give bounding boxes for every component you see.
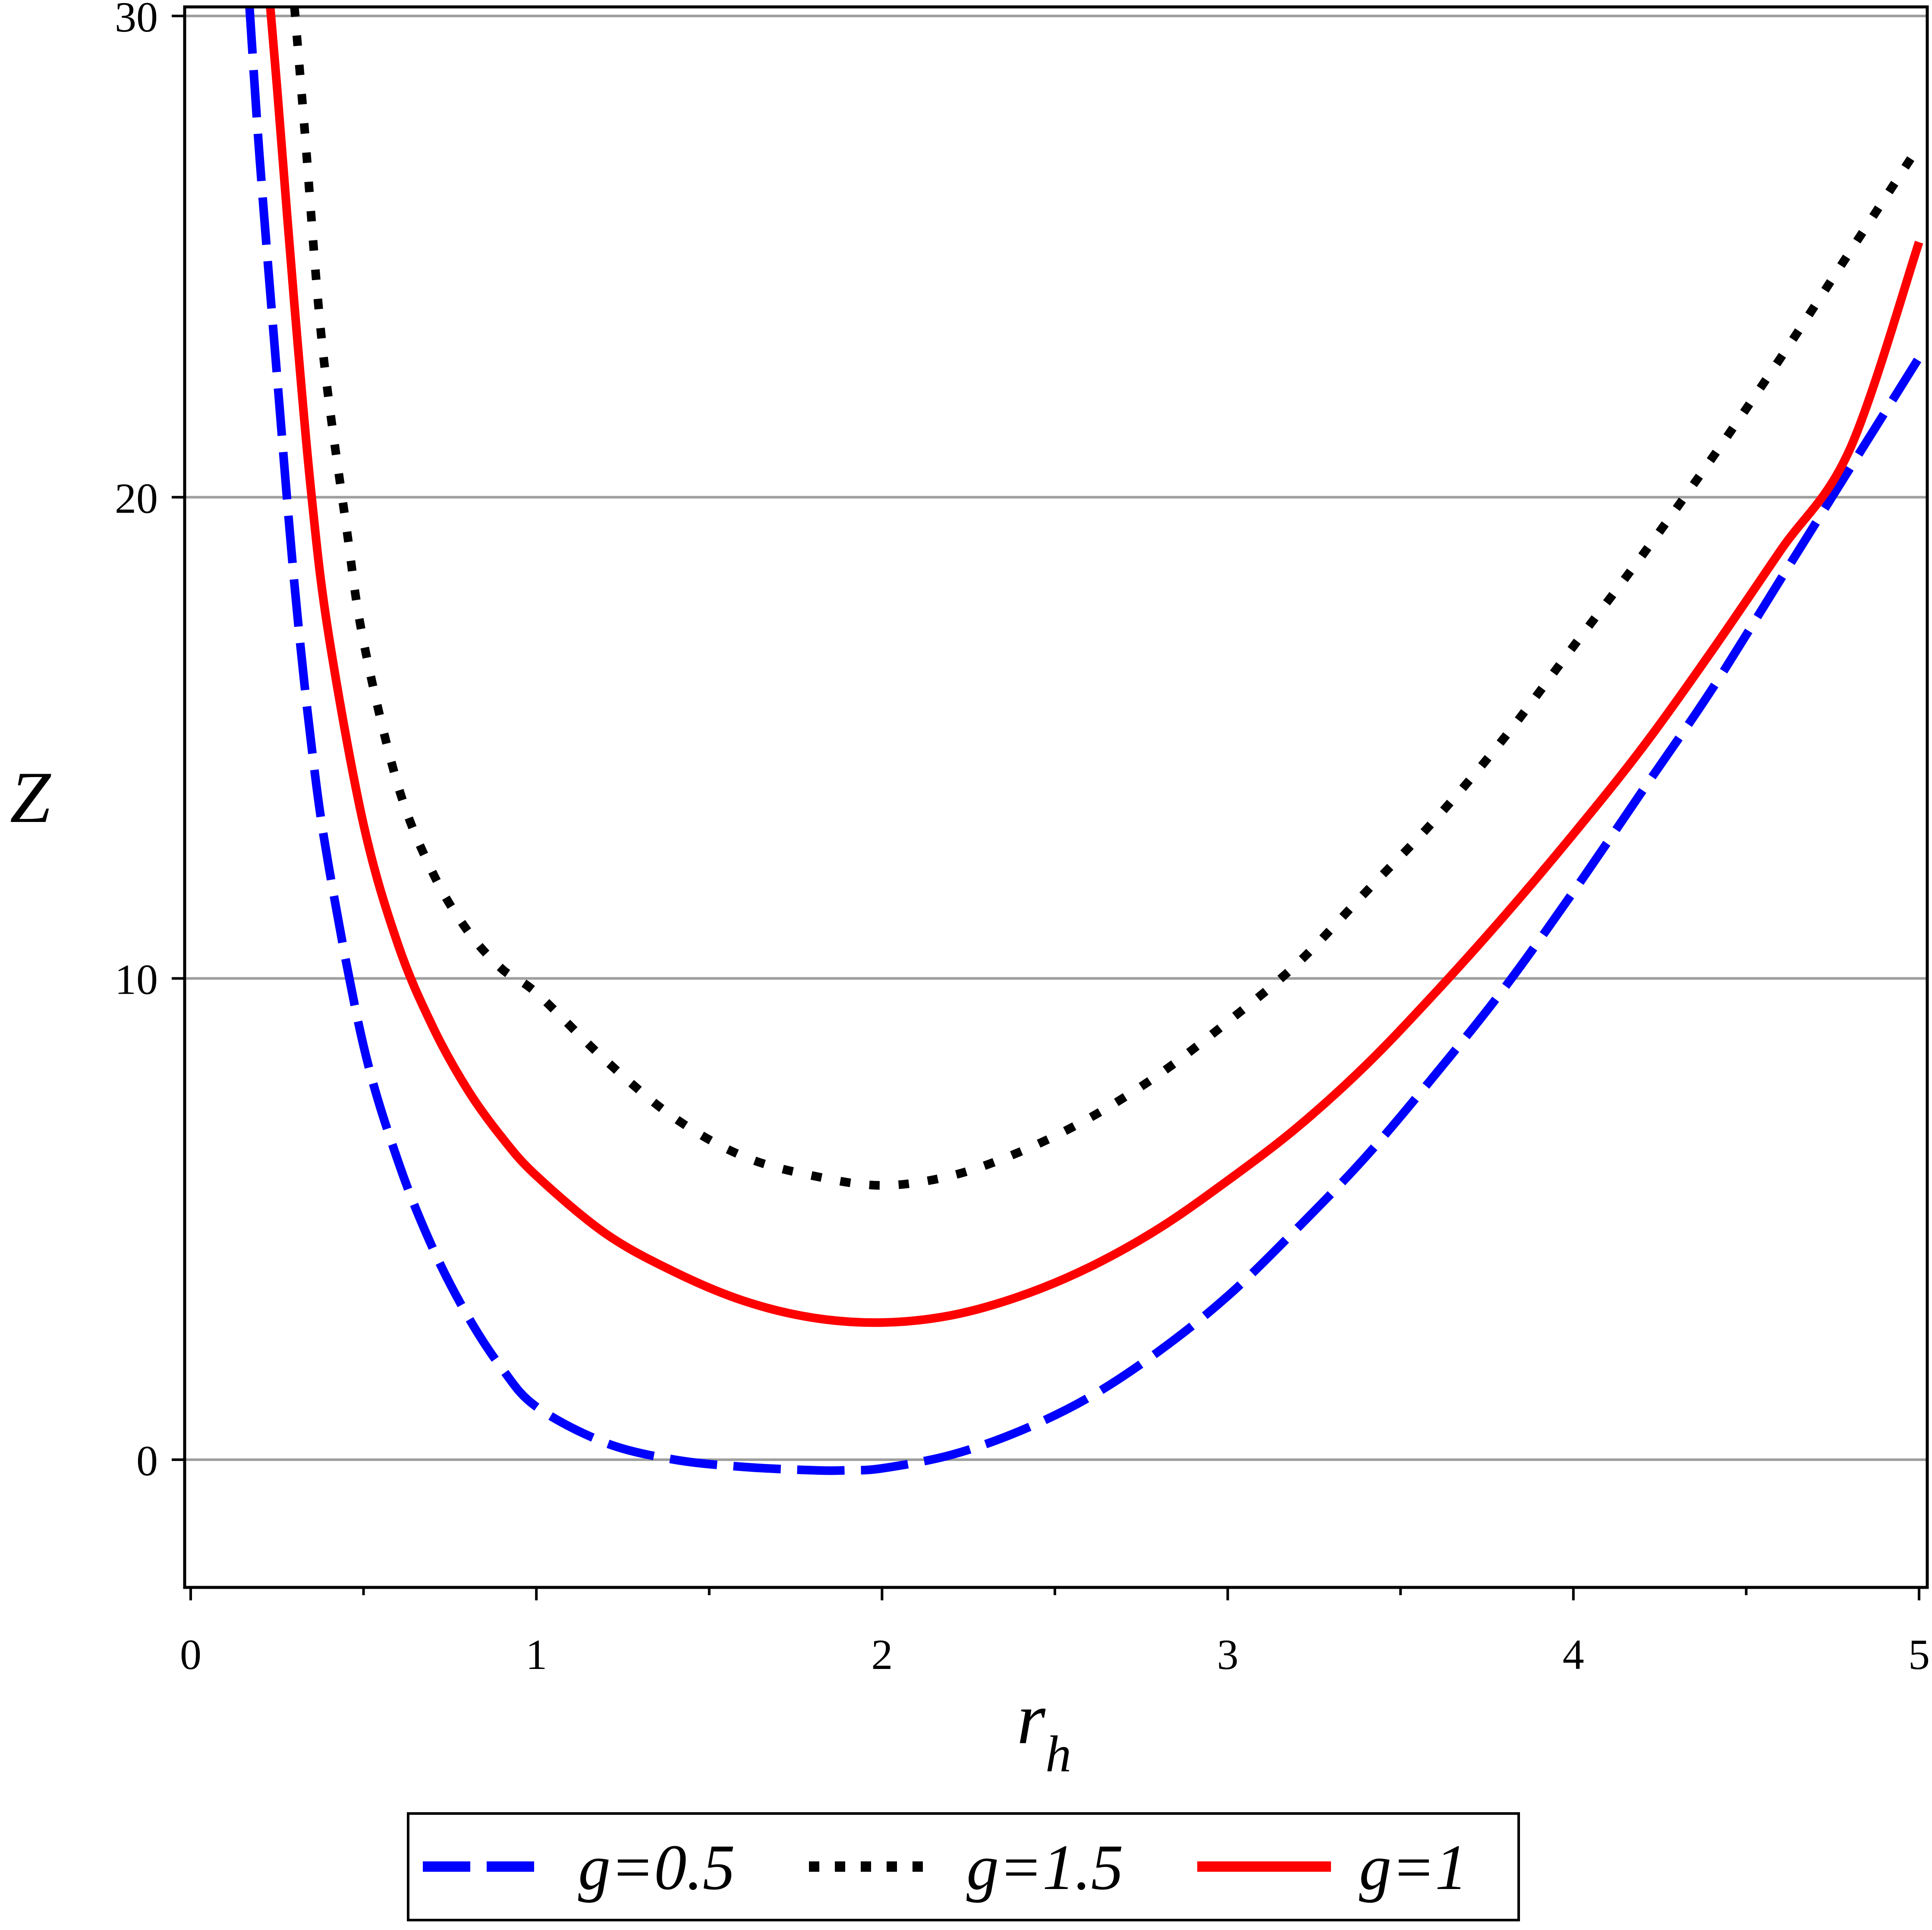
y-tick-label: 20	[115, 474, 158, 522]
plot-frame	[183, 5, 1929, 1589]
y-axis-title: Z	[10, 757, 51, 838]
x-tick-label: 3	[1217, 1631, 1239, 1678]
y-tick-label: 10	[115, 956, 158, 1004]
axis-ticks: 0 10 20 30 0 1 2 3 4 5	[115, 0, 1930, 1678]
series-line-g-1-5	[290, 7, 1923, 1190]
x-tick-label: 0	[180, 1631, 201, 1678]
series-line-g-1	[266, 7, 1923, 1327]
x-tick-label: 4	[1563, 1631, 1584, 1678]
x-tick-label: 1	[525, 1631, 547, 1678]
legend-label-g05: g=0.5	[578, 1832, 735, 1903]
legend-label-g15: g=1.5	[966, 1832, 1123, 1903]
legend-box	[407, 1812, 1520, 1921]
x-tick-label: 2	[871, 1631, 893, 1678]
x-axis-title-main: r	[1017, 1678, 1046, 1759]
x-axis-title-subscript: h	[1045, 1725, 1071, 1782]
legend: g=0.5 g=1.5 g=1	[407, 1812, 1520, 1921]
y-tick-label: 30	[115, 0, 158, 41]
legend-label-g1: g=1	[1359, 1832, 1467, 1903]
x-tick-label: 5	[1908, 1631, 1930, 1678]
x-axis-title: rh	[1017, 1678, 1071, 1782]
plot-series	[245, 7, 1923, 1475]
y-tick-label: 0	[136, 1437, 158, 1485]
gridlines	[185, 15, 1927, 1461]
series-line-g-0-5	[245, 7, 1923, 1475]
